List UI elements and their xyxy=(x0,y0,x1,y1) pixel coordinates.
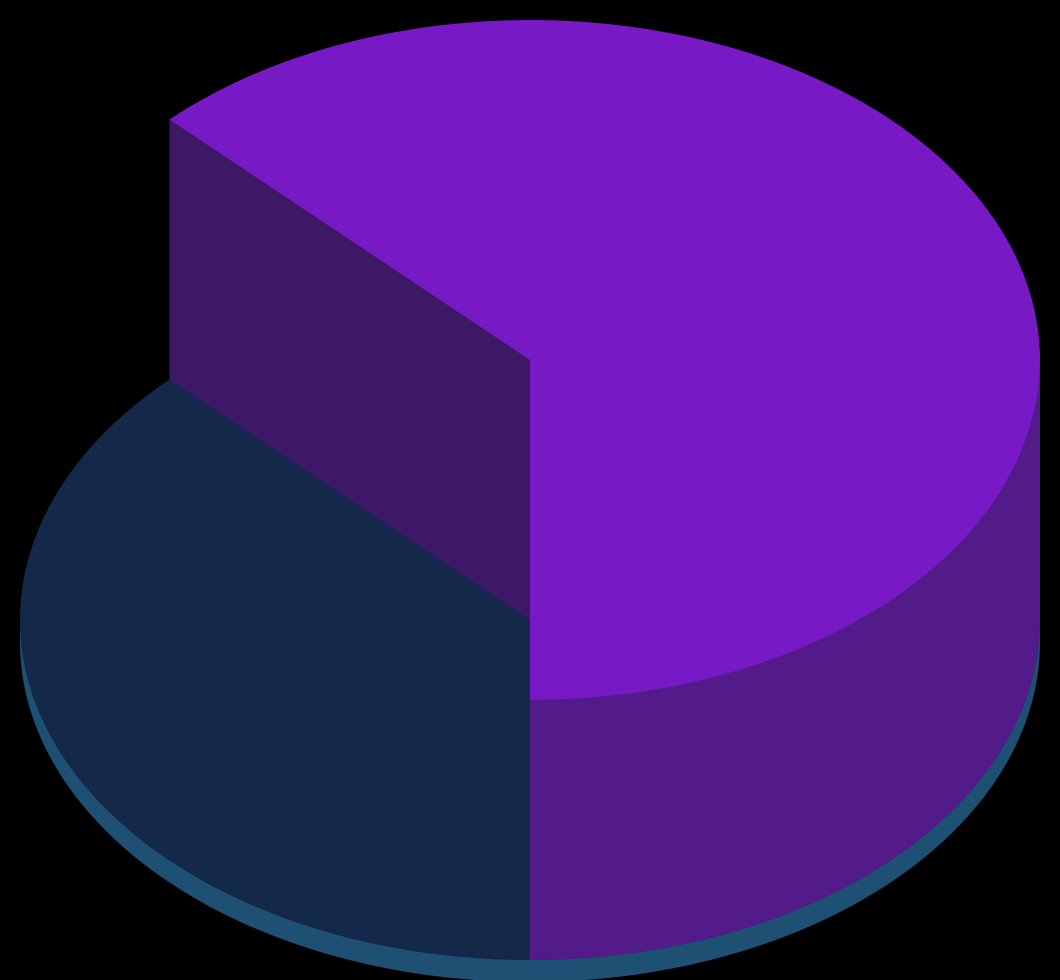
pie-chart-svg xyxy=(0,0,1060,980)
pie-chart-3d xyxy=(0,0,1060,980)
